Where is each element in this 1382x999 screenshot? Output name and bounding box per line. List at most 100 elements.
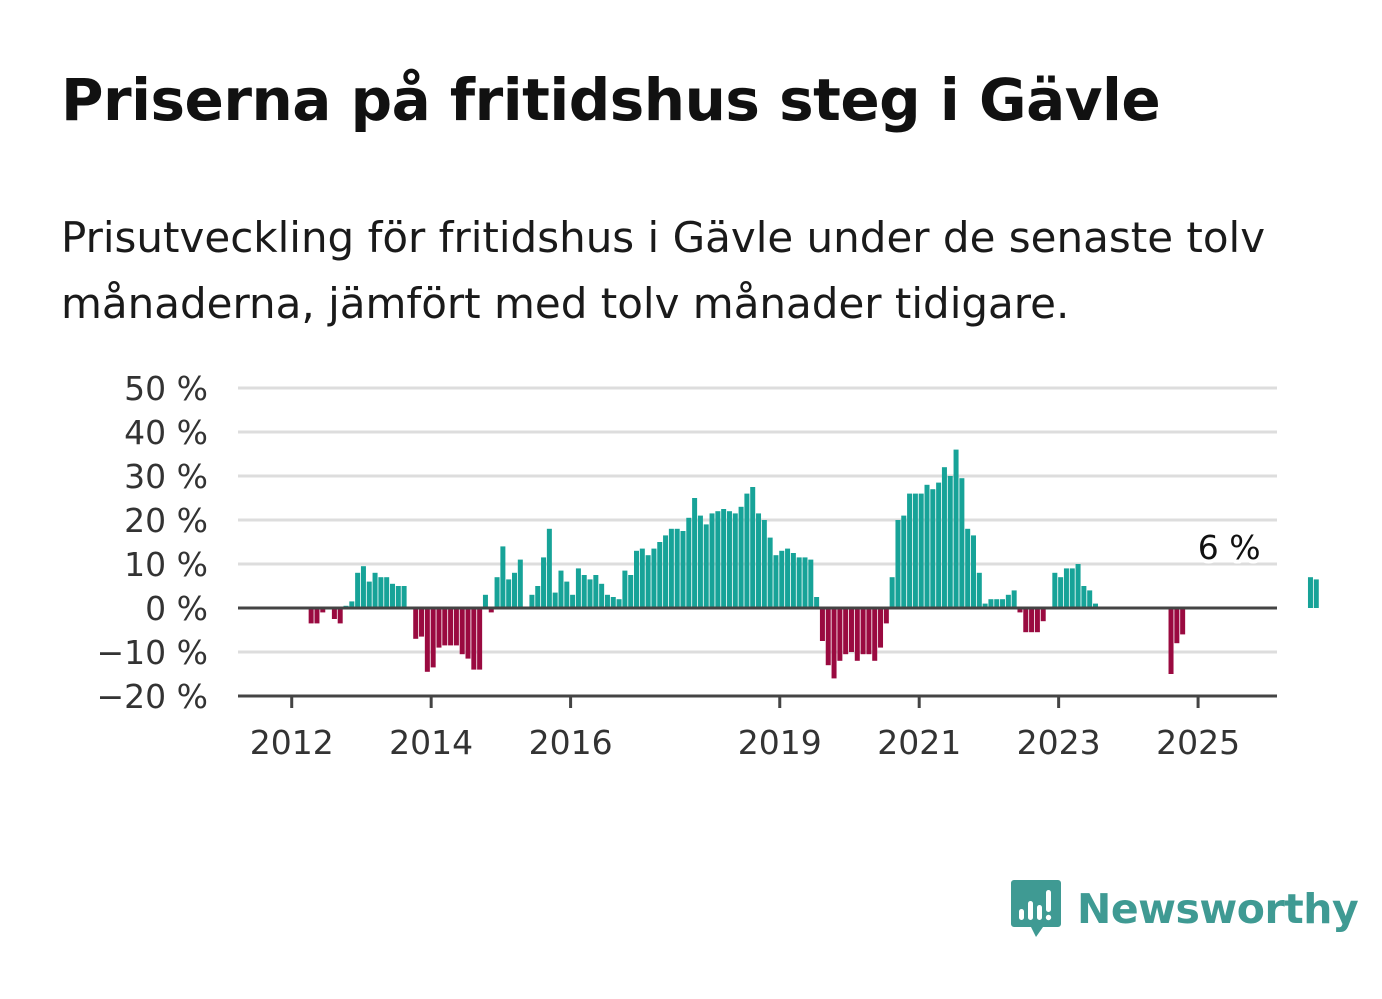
bar xyxy=(453,608,459,646)
bar xyxy=(936,482,942,608)
bar xyxy=(988,599,994,608)
bar xyxy=(1017,608,1023,613)
bar xyxy=(779,550,785,608)
bar xyxy=(941,467,947,608)
bar xyxy=(692,498,698,608)
bar xyxy=(308,608,314,624)
bar xyxy=(546,528,552,608)
bar xyxy=(442,608,448,646)
bar xyxy=(413,608,419,639)
bar xyxy=(796,557,802,608)
bar xyxy=(529,594,535,608)
bar xyxy=(825,608,831,666)
bar xyxy=(622,570,628,608)
bar xyxy=(575,568,581,608)
bar xyxy=(500,546,506,608)
bar xyxy=(814,597,820,608)
bar xyxy=(645,555,651,608)
bar xyxy=(395,586,401,608)
bar xyxy=(314,608,320,624)
x-tick-label: 2023 xyxy=(1017,723,1101,762)
bar xyxy=(744,493,750,608)
bar xyxy=(1174,608,1180,644)
bar xyxy=(1307,577,1313,608)
chart-subtitle: Prisutveckling för fritidshus i Gävle un… xyxy=(61,213,1266,328)
bar xyxy=(593,575,599,608)
y-tick-label: 20 % xyxy=(124,501,208,540)
bar xyxy=(732,513,738,608)
bar xyxy=(634,550,640,608)
bar xyxy=(419,608,425,637)
bar xyxy=(1029,608,1035,633)
bar xyxy=(488,608,494,613)
bar xyxy=(761,520,767,608)
bar xyxy=(337,608,343,624)
y-tick-label: −20 % xyxy=(97,677,209,716)
bar xyxy=(785,548,791,608)
y-tick-label: 10 % xyxy=(124,545,208,584)
bar xyxy=(750,487,756,608)
bar xyxy=(448,608,454,646)
bar xyxy=(703,524,709,608)
bar xyxy=(819,608,825,641)
y-axis-tick-labels: −20 % −10 % 0 % 10 % 20 % 30 % 40 % 50 % xyxy=(97,369,209,716)
bar xyxy=(1034,608,1040,633)
bar xyxy=(907,493,913,608)
bar xyxy=(697,515,703,608)
bar xyxy=(477,608,483,670)
bar xyxy=(535,586,541,608)
bar xyxy=(848,608,854,652)
bar xyxy=(994,599,1000,608)
bar xyxy=(430,608,436,668)
bar xyxy=(918,493,924,608)
bar xyxy=(1058,577,1064,608)
axes xyxy=(238,606,1277,698)
bar xyxy=(854,608,860,661)
bar xyxy=(721,509,727,608)
bar xyxy=(738,506,744,608)
gridlines xyxy=(238,386,1277,654)
bar xyxy=(680,531,686,608)
bar xyxy=(924,484,930,608)
bar xyxy=(482,594,488,608)
bar xyxy=(686,517,692,608)
bar xyxy=(709,513,715,608)
x-tick-label: 2025 xyxy=(1156,723,1240,762)
bar xyxy=(378,577,384,608)
bar xyxy=(494,577,500,608)
chart-title: Priserna på fritidshus steg i Gävle xyxy=(61,66,1161,134)
bar xyxy=(947,476,953,608)
bar xyxy=(1093,603,1098,608)
annotation: 6 % xyxy=(1194,524,1265,571)
bar xyxy=(581,575,587,608)
bar xyxy=(802,557,808,608)
bar xyxy=(604,594,610,608)
bar xyxy=(384,577,390,608)
bar xyxy=(349,601,355,608)
bar xyxy=(465,608,471,659)
bar xyxy=(639,548,645,608)
bar xyxy=(965,528,971,608)
bar xyxy=(616,599,622,608)
bar xyxy=(366,581,372,608)
bar xyxy=(1313,579,1319,608)
bar xyxy=(663,535,669,608)
bar xyxy=(558,570,564,608)
bar xyxy=(912,493,918,608)
newsworthy-logo: Newsworthy xyxy=(1010,877,1359,941)
bar xyxy=(901,515,907,608)
bar xyxy=(808,559,814,608)
bar xyxy=(355,572,361,608)
bar xyxy=(668,528,674,608)
bar xyxy=(541,557,547,608)
bar xyxy=(1180,608,1186,635)
bar xyxy=(843,608,849,655)
bar xyxy=(564,581,570,608)
bar xyxy=(959,478,965,608)
bar xyxy=(599,583,605,608)
bar xyxy=(715,511,721,608)
x-tick-label: 2021 xyxy=(877,723,961,762)
bar xyxy=(1075,564,1081,608)
bar xyxy=(628,575,634,608)
